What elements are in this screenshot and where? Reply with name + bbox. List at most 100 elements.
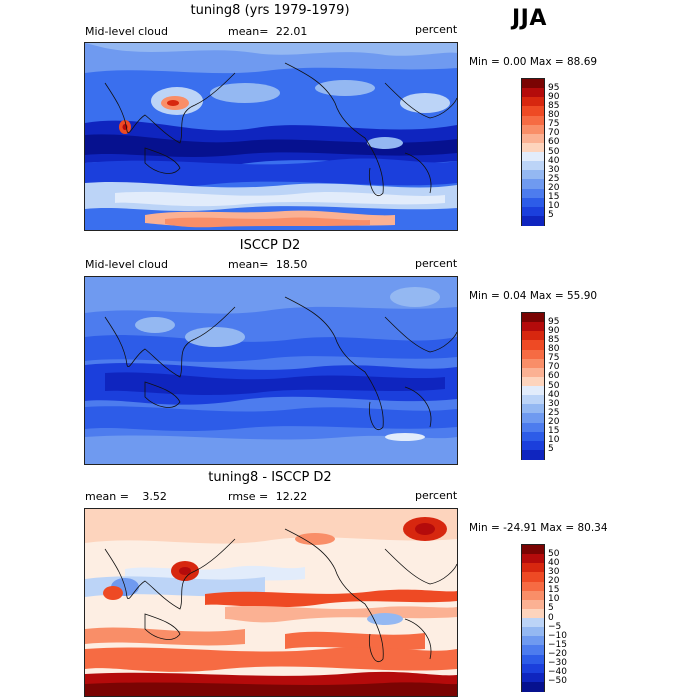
colorbar-tick-label: 40 bbox=[548, 557, 560, 568]
colorbar-tick-label: 20 bbox=[548, 183, 560, 193]
colorbar-tick-label: 15 bbox=[548, 192, 560, 203]
colorbar-tick-label: 70 bbox=[548, 128, 560, 139]
colorbar-swatch bbox=[522, 376, 544, 387]
panel-2-units: percent bbox=[415, 257, 458, 270]
colorbar-swatch bbox=[522, 395, 544, 406]
colorbar-swatch bbox=[522, 349, 544, 360]
colorbar-swatch bbox=[522, 590, 544, 601]
colorbar-swatch bbox=[522, 197, 544, 208]
colorbar-swatch bbox=[522, 618, 544, 628]
colorbar-tick-label: 25 bbox=[548, 173, 560, 184]
panel-2-title: ISCCP D2 bbox=[239, 238, 301, 253]
colorbar-tick-label: −15 bbox=[548, 639, 567, 650]
panel-3-units: percent bbox=[415, 489, 458, 502]
colorbar-swatch bbox=[522, 681, 544, 692]
colorbar-tick-label: 50 bbox=[548, 548, 560, 559]
panel-2-minmax: Min = 0.04 Max = 55.90 bbox=[469, 290, 598, 302]
colorbar-tick-label: 60 bbox=[548, 137, 560, 148]
panel-3-minmax: Min = -24.91 Max = 80.34 bbox=[469, 522, 608, 534]
panel-1-minmax: Min = 0.00 Max = 88.69 bbox=[469, 56, 598, 68]
panel-1-variable: Mid-level cloud bbox=[85, 25, 168, 38]
colorbar-swatch bbox=[522, 449, 544, 460]
colorbar-swatch bbox=[522, 672, 544, 683]
colorbar-swatch bbox=[522, 404, 544, 415]
colorbar-swatch bbox=[522, 654, 544, 665]
colorbar-tick-label: 50 bbox=[548, 146, 560, 157]
colorbar-tick-label: 25 bbox=[548, 407, 560, 418]
colorbar-swatch bbox=[522, 206, 544, 217]
colorbar-swatch bbox=[522, 115, 544, 126]
colorbar-tick-label: 75 bbox=[548, 119, 560, 130]
colorbar-tick-label: 15 bbox=[548, 585, 560, 596]
colorbar-tick-label: 50 bbox=[548, 380, 560, 391]
season-label: JJA bbox=[512, 6, 547, 31]
colorbar-swatch bbox=[522, 358, 544, 369]
colorbar-swatch bbox=[522, 554, 544, 565]
colorbar-tick-label: 30 bbox=[548, 164, 560, 175]
colorbar-swatch bbox=[522, 215, 544, 226]
panel-2-variable: Mid-level cloud bbox=[85, 258, 168, 271]
colorbar-swatch bbox=[522, 161, 544, 172]
panel-3-rmse: rmse = 12.22 bbox=[228, 490, 307, 503]
colorbar-swatch bbox=[522, 663, 544, 674]
colorbar-tick-label: 80 bbox=[548, 344, 560, 354]
colorbar-swatch bbox=[522, 572, 544, 583]
colorbar-tick-label: 75 bbox=[548, 353, 560, 364]
panel-1-title: tuning8 (yrs 1979-1979) bbox=[190, 3, 350, 18]
colorbar-tick-label: 85 bbox=[548, 100, 560, 111]
panel-2-map bbox=[84, 276, 458, 465]
colorbar-swatch bbox=[522, 124, 544, 135]
colorbar-swatch bbox=[522, 179, 544, 190]
colorbar-tick-label: 30 bbox=[548, 398, 560, 409]
panel-1-units: percent bbox=[415, 23, 458, 36]
colorbar-swatch bbox=[522, 563, 544, 574]
colorbar-tick-label: 80 bbox=[548, 110, 560, 120]
colorbar-swatch bbox=[522, 170, 544, 181]
colorbar-tick-label: 10 bbox=[548, 201, 560, 212]
panel-3-mean-label: mean = bbox=[85, 490, 129, 503]
panel-3-colorbar: 50 40 30 20 15 10 5 0 −5 −10 −15 −20 −30 −40 −50 bbox=[521, 544, 567, 692]
panel-1-mean-label: mean= bbox=[228, 25, 269, 38]
colorbar-tick-label: 70 bbox=[548, 362, 560, 373]
colorbar-swatch bbox=[522, 188, 544, 199]
colorbar-tick-label: −40 bbox=[548, 667, 567, 678]
panel-3-rmse-value: 12.22 bbox=[275, 490, 308, 503]
panel-3-coastlines bbox=[104, 528, 457, 662]
colorbar-tick-label: 90 bbox=[548, 325, 560, 336]
panel-1-map bbox=[84, 42, 458, 231]
panel-2-mean-value: 18.50 bbox=[275, 258, 308, 271]
colorbar-swatch bbox=[522, 88, 544, 99]
panel-2-mean-label: mean= bbox=[228, 258, 269, 271]
colorbar-tick-label: −30 bbox=[548, 658, 567, 669]
colorbar-tick-label: 60 bbox=[548, 371, 560, 382]
colorbar-swatch bbox=[522, 106, 544, 117]
colorbar-tick-label: 5 bbox=[548, 210, 554, 221]
panel-3-rmse-label: rmse = bbox=[228, 490, 269, 503]
colorbar-tick-label: 20 bbox=[548, 417, 560, 427]
colorbar-tick-label: 5 bbox=[548, 444, 554, 455]
colorbar-swatch bbox=[522, 331, 544, 342]
colorbar-swatch bbox=[522, 152, 544, 162]
panel-1-coastlines bbox=[104, 62, 457, 196]
colorbar-swatch bbox=[522, 97, 544, 108]
panel-1-mean-value: 22.01 bbox=[275, 25, 308, 38]
panel-3-mean: mean = 3.52 bbox=[85, 490, 167, 503]
colorbar-swatch bbox=[522, 142, 544, 153]
panel-2-colorbar: 95 90 85 80 75 70 60 50 40 30 25 20 15 10 5 bbox=[521, 312, 559, 460]
colorbar-tick-label: 90 bbox=[548, 91, 560, 102]
colorbar-swatch bbox=[522, 608, 544, 619]
colorbar-tick-label: −5 bbox=[548, 621, 562, 632]
colorbar-tick-label: −10 bbox=[548, 630, 567, 641]
colorbar-tick-label: −50 bbox=[548, 676, 567, 687]
colorbar-tick-label: 85 bbox=[548, 334, 560, 345]
colorbar-swatch bbox=[522, 440, 544, 451]
colorbar-swatch bbox=[522, 599, 544, 610]
colorbar-swatch bbox=[522, 627, 544, 638]
colorbar-swatch bbox=[522, 413, 544, 424]
colorbar-tick-label: 95 bbox=[548, 316, 560, 327]
colorbar-swatch bbox=[522, 645, 544, 656]
panel-2-coastlines bbox=[104, 296, 457, 430]
colorbar-tick-label: 20 bbox=[548, 576, 560, 586]
colorbar-swatch bbox=[522, 79, 544, 89]
colorbar-tick-label: 30 bbox=[548, 566, 560, 577]
